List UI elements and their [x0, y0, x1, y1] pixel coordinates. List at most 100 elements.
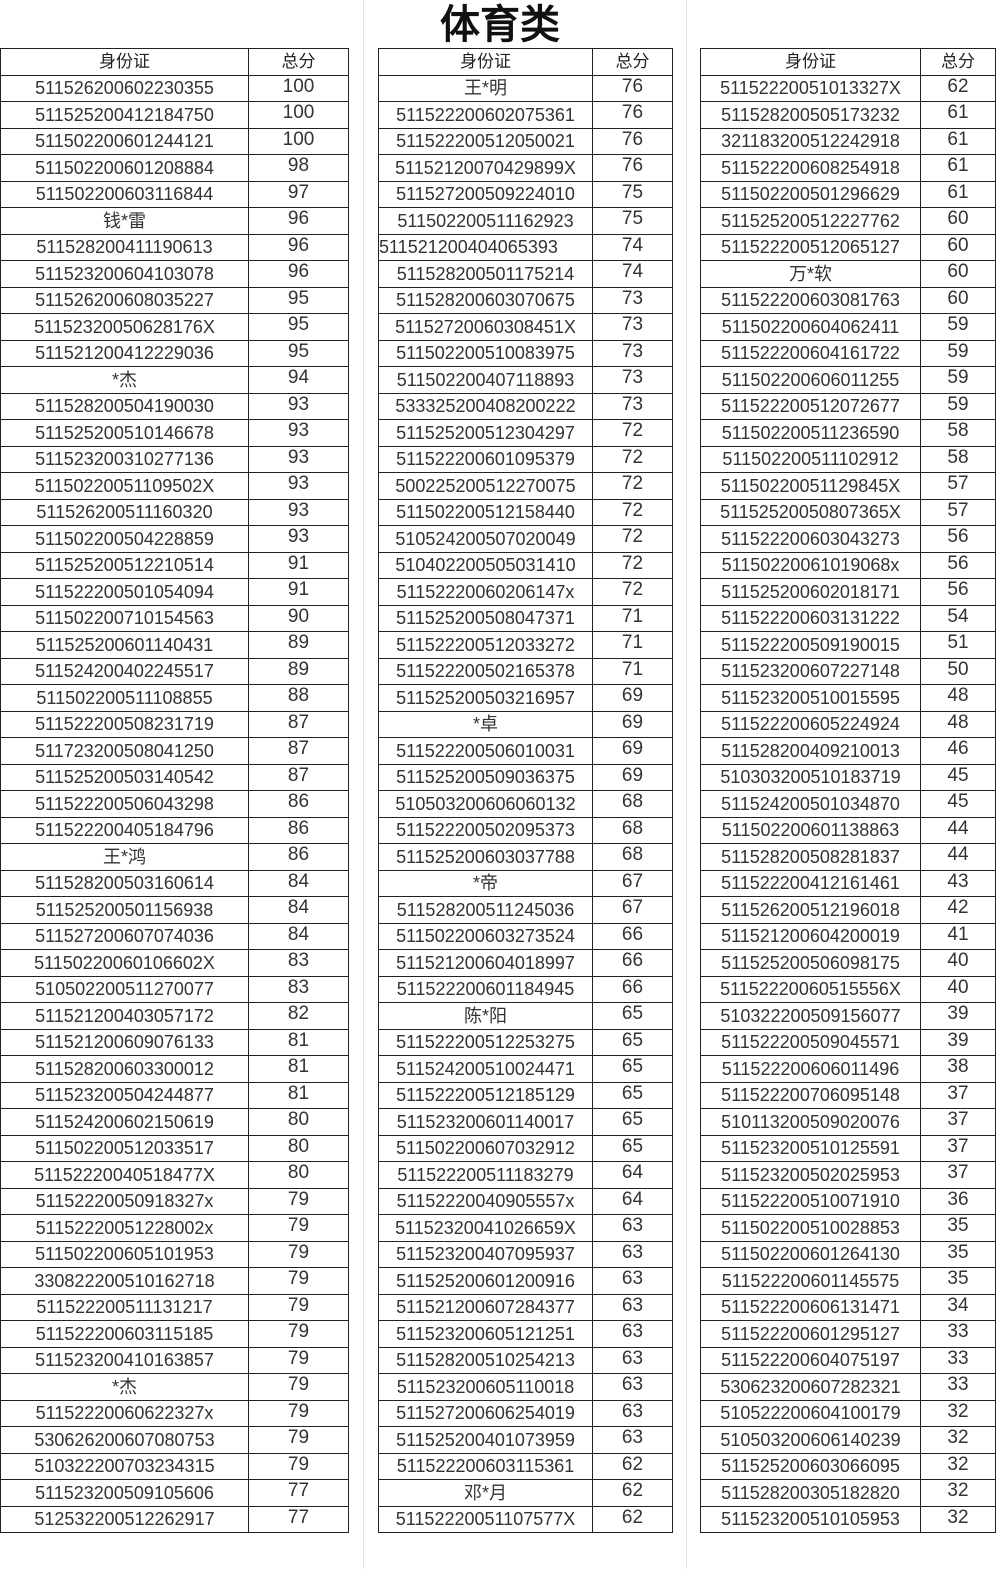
- sheet-gridline: [363, 0, 364, 1569]
- id-cell: 511528200505173232: [700, 101, 921, 129]
- score-cell: 60: [920, 260, 996, 288]
- score-cell: 61: [920, 180, 996, 208]
- score-cell: 66: [592, 975, 673, 1003]
- table-row: 511522200506043298 86: [0, 790, 349, 818]
- score-cell: 84: [248, 896, 349, 924]
- id-cell: 511502200512158440: [378, 498, 593, 526]
- score-cell: 72: [592, 551, 673, 579]
- score-cell: 79: [248, 1452, 349, 1480]
- score-cell: 32: [920, 1479, 996, 1507]
- table-row: *卓 69: [378, 710, 673, 738]
- table-row: 330822200510162718 79: [0, 1267, 349, 1295]
- id-cell: 511522200405184796: [0, 816, 249, 844]
- score-cell: 63: [592, 1214, 673, 1242]
- table-row: *杰 94: [0, 366, 349, 394]
- table-row: 511528200504190030 93: [0, 392, 349, 420]
- table-row: 51152220040905557x 64: [378, 1187, 673, 1215]
- score-cell: 46: [920, 737, 996, 765]
- table-row: 511502200603273524 66: [378, 922, 673, 950]
- id-cell: 王*鸿: [0, 843, 249, 871]
- id-cell: 512532200512262917: [0, 1505, 249, 1533]
- id-cell: 511525200503216957: [378, 684, 593, 712]
- table-row: 511502200601264130 35: [700, 1240, 996, 1268]
- id-cell: 510524200507020049: [378, 525, 593, 553]
- table-row: 511525200510146678 93: [0, 419, 349, 447]
- table-row: 510113200509020076 37: [700, 1108, 996, 1136]
- score-cell: 51: [920, 631, 996, 659]
- id-cell: 511522200706095148: [700, 1081, 921, 1109]
- id-cell: 511523200607227148: [700, 657, 921, 685]
- table-row: 511522200405184796 86: [0, 816, 349, 844]
- id-cell: 511525200512210514: [0, 551, 249, 579]
- score-cell: 83: [248, 975, 349, 1003]
- score-cell: 56: [920, 551, 996, 579]
- score-cell: 62: [592, 1452, 673, 1480]
- id-cell: 330822200510162718: [0, 1267, 249, 1295]
- score-cell: 89: [248, 631, 349, 659]
- score-cell: 79: [248, 1187, 349, 1215]
- id-cell: 511523200605121251: [378, 1320, 593, 1348]
- id-cell: 511522200601095379: [378, 445, 593, 473]
- table-row: 511521200609076133 81: [0, 1028, 349, 1056]
- table-row: 511524200510024471 65: [378, 1055, 673, 1083]
- header-id: 身份证: [700, 48, 921, 76]
- table-row: 510524200507020049 72: [378, 525, 673, 553]
- id-cell: 511521200604018997: [378, 949, 593, 977]
- table-row: 511526200608035227 95: [0, 286, 349, 314]
- score-cell: 77: [248, 1479, 349, 1507]
- score-cell: 79: [248, 1240, 349, 1268]
- score-cell: 40: [920, 975, 996, 1003]
- score-cell: 64: [592, 1187, 673, 1215]
- score-cell: 77: [248, 1505, 349, 1533]
- id-cell: 511526200511160320: [0, 498, 249, 526]
- id-cell: 万*软: [700, 260, 921, 288]
- score-cell: 38: [920, 1055, 996, 1083]
- table-row: 511502200601208884 98: [0, 154, 349, 182]
- id-cell: 510322200703234315: [0, 1452, 249, 1480]
- table-header-row: 身份证 总分: [0, 48, 349, 76]
- table-row: 511502200604062411 59: [700, 313, 996, 341]
- table-row: 万*软 60: [700, 260, 996, 288]
- table-row: 511525200503140542 87: [0, 763, 349, 791]
- score-cell: 74: [592, 233, 673, 261]
- table-row: 511522200512072677 59: [700, 392, 996, 420]
- id-cell: 511522200509190015: [700, 631, 921, 659]
- table-row: 511502200512158440 72: [378, 498, 673, 526]
- id-cell: 511524200602150619: [0, 1108, 249, 1136]
- id-cell: 511523200601140017: [378, 1108, 593, 1136]
- id-cell: 511502200510083975: [378, 339, 593, 367]
- table-row: 530623200607282321 33: [700, 1373, 996, 1401]
- id-cell: 511526200608035227: [0, 286, 249, 314]
- score-cell: 91: [248, 551, 349, 579]
- id-cell: 511525200601140431: [0, 631, 249, 659]
- score-cell: 37: [920, 1108, 996, 1136]
- score-cell: 65: [592, 1028, 673, 1056]
- score-cell: 72: [592, 445, 673, 473]
- score-cell: 32: [920, 1426, 996, 1454]
- table-row: 511502200510083975 73: [378, 339, 673, 367]
- score-cell: 86: [248, 790, 349, 818]
- score-cell: 50: [920, 657, 996, 685]
- table-row: 511522200602075361 76: [378, 101, 673, 129]
- id-cell: 511502200603116844: [0, 180, 249, 208]
- table-row: 51152220051013327X 62: [700, 74, 996, 102]
- score-cell: 76: [592, 127, 673, 155]
- score-cell: 72: [592, 498, 673, 526]
- score-cell: 73: [592, 366, 673, 394]
- score-cell: 80: [248, 1134, 349, 1162]
- table-row: 511528200510254213 63: [378, 1346, 673, 1374]
- score-cell: 73: [592, 392, 673, 420]
- table-row: 511528200511245036 67: [378, 896, 673, 924]
- score-cell: 56: [920, 578, 996, 606]
- id-cell: 511523200504244877: [0, 1081, 249, 1109]
- table-row: 511525200512227762 60: [700, 207, 996, 235]
- id-cell: 511522200512253275: [378, 1028, 593, 1056]
- score-cell: 83: [248, 949, 349, 977]
- id-cell: 511528200510254213: [378, 1346, 593, 1374]
- id-cell: 511525200412184750: [0, 101, 249, 129]
- score-cell: 43: [920, 869, 996, 897]
- table-row: 511527200509224010 75: [378, 180, 673, 208]
- id-cell: 511522200606011496: [700, 1055, 921, 1083]
- table-row: 510502200511270077 83: [0, 975, 349, 1003]
- table-row: 511523200410163857 79: [0, 1346, 349, 1374]
